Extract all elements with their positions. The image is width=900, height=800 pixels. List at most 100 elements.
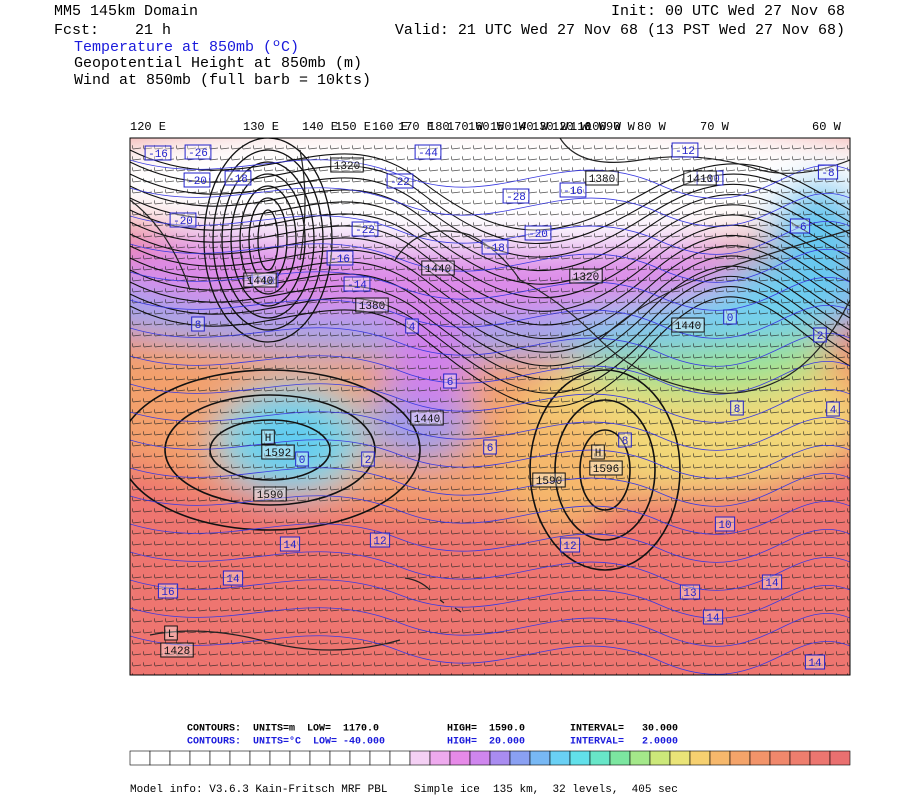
temperature-label: 14 xyxy=(226,574,240,586)
temperature-label: -44 xyxy=(418,148,438,160)
temperature-label-box xyxy=(483,439,497,455)
colorbar-box xyxy=(549,750,571,766)
longitude-label: 130 W xyxy=(532,120,569,134)
colorbar-box xyxy=(569,750,591,766)
temperature-label: -8 xyxy=(821,168,834,180)
temperature-label-box xyxy=(361,451,375,467)
temperature-contour xyxy=(130,355,850,395)
temperature-label: -12 xyxy=(675,146,695,158)
height-contour-interval: INTERVAL= 30.000 xyxy=(570,724,678,735)
colorbar-box xyxy=(129,750,151,766)
temperature-label-box xyxy=(169,212,197,228)
colorbar-box xyxy=(729,750,751,766)
field-height: Geopotential Height at 850mb (m) xyxy=(74,55,362,72)
temperature-label: -6 xyxy=(793,222,806,234)
height-label: 1380 xyxy=(589,174,615,186)
contour-line xyxy=(130,255,850,353)
temperature-contour xyxy=(130,215,850,255)
temperature-label-box xyxy=(222,570,244,586)
temperature-label: -18 xyxy=(255,276,275,288)
model-info: Model info: V3.6.3 Kain-Fritsch MRF PBL … xyxy=(130,784,678,796)
temperature-label-box xyxy=(679,584,701,600)
colorbar-box xyxy=(329,750,351,766)
temperature-label: 13 xyxy=(683,588,696,600)
temperature-label: 12 xyxy=(373,536,386,548)
contour-line xyxy=(203,138,333,343)
valid-time: Valid: 21 UTC Wed 27 Nov 68 (13 PST Wed … xyxy=(395,22,845,39)
longitude-label: 150 W xyxy=(490,120,527,134)
temperature-label-box xyxy=(343,276,371,292)
temperature-label: 2 xyxy=(365,455,372,467)
temperature-label-box xyxy=(559,182,587,198)
temperature-label-box xyxy=(443,373,457,389)
temperature-label: 8 xyxy=(734,404,741,416)
height-label: 1596 xyxy=(593,464,619,476)
longitude-label: 70 W xyxy=(700,120,730,134)
contour-labels: -16 -26 -20 -18 -20 -18 -16 -14 -22 -22 -44 -28 -20 -… xyxy=(144,142,840,670)
temperature-contour xyxy=(130,299,850,339)
contour-line xyxy=(554,399,656,541)
temperature-label-box xyxy=(702,609,724,625)
temperature-label-box xyxy=(184,144,212,160)
temperature-label-box xyxy=(761,574,783,590)
colorbar-box xyxy=(429,750,451,766)
temperature-label-box xyxy=(369,532,391,548)
height-label-box xyxy=(671,317,705,333)
coastlines xyxy=(130,138,850,651)
colorbar-box xyxy=(509,750,531,766)
colorbar-box xyxy=(309,750,331,766)
temperature-contour xyxy=(130,467,850,507)
temperature-label: 4 xyxy=(409,322,416,334)
height-label: 1380 xyxy=(359,301,385,313)
height-label-box xyxy=(589,460,623,476)
temperature-label: 10 xyxy=(718,520,731,532)
contour-line xyxy=(209,419,331,481)
contours xyxy=(130,138,850,675)
temperature-label-box xyxy=(817,164,839,180)
contour-line xyxy=(239,185,297,295)
longitude-label: 170 W xyxy=(447,120,484,134)
height-label-box xyxy=(569,268,603,284)
longitude-label: 150 E xyxy=(335,120,371,134)
longitude-label: 140 E xyxy=(302,120,338,134)
temperature-label: -16 xyxy=(330,254,350,266)
height-label: 1440 xyxy=(675,321,701,333)
colorbar-box xyxy=(789,750,811,766)
contour-line xyxy=(130,173,850,258)
domain-title: MM5 145km Domain xyxy=(54,3,198,20)
temperature-label: 14 xyxy=(765,578,779,590)
contour-line xyxy=(164,394,376,506)
temperature-contour xyxy=(130,495,850,535)
contour-line xyxy=(230,173,306,307)
colorbar-box xyxy=(589,750,611,766)
longitude-label: 60 W xyxy=(812,120,842,134)
temperature-label-box xyxy=(183,172,211,188)
height-label-box xyxy=(421,260,455,276)
map-frame xyxy=(129,137,851,676)
temperature-label: 12 xyxy=(563,541,576,553)
colorbar-box xyxy=(149,750,171,766)
temperature-label-box xyxy=(723,309,737,325)
temperature-label-box xyxy=(502,188,530,204)
temperature-label: 8 xyxy=(622,436,629,448)
temperature-label: -10 xyxy=(700,174,720,186)
colorbar-box xyxy=(269,750,291,766)
colorbar-box xyxy=(669,750,691,766)
temperature-contour xyxy=(130,159,850,199)
height-label-box xyxy=(253,486,287,502)
temperature-label-box xyxy=(730,400,744,416)
temperature-label: 0 xyxy=(727,313,734,325)
temp-contour-interval: INTERVAL= 2.0000 xyxy=(570,737,678,748)
temperature-label-box xyxy=(326,250,354,266)
longitude-label: 110 W xyxy=(570,120,607,134)
colorbar-box xyxy=(769,750,791,766)
temperature-label: 8 xyxy=(195,320,202,332)
colorbar-box xyxy=(709,750,731,766)
height-label: 1320 xyxy=(334,161,360,173)
field-wind: Wind at 850mb (full barb = 10kts) xyxy=(74,72,371,89)
height-label: 1440 xyxy=(414,414,440,426)
init-time: Init: 00 UTC Wed 27 Nov 68 xyxy=(611,3,845,20)
height-label: 1592 xyxy=(265,448,291,460)
height-label: L xyxy=(168,629,175,641)
colorbar-box xyxy=(629,750,651,766)
